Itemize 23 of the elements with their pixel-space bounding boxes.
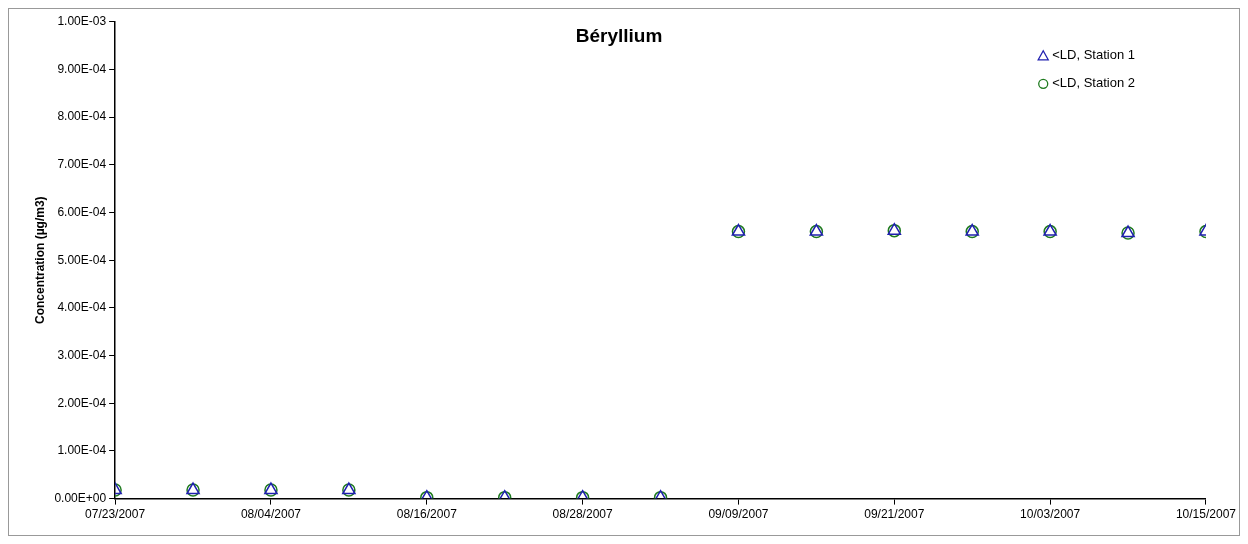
- y-tick-label: 1.00E-03: [57, 14, 107, 29]
- y-tick-label: 9.00E-04: [57, 61, 107, 76]
- x-tick-label: 08/16/2007: [396, 507, 458, 522]
- y-tick-label: 7.00E-04: [57, 157, 107, 172]
- chart-title: Béryllium: [575, 24, 663, 46]
- x-tick-label: 08/04/2007: [240, 507, 302, 522]
- y-tick-label: 3.00E-04: [57, 347, 107, 362]
- y-axis-title: Concentration (µg/m3): [32, 196, 47, 324]
- y-tick-label: 4.00E-04: [57, 300, 107, 315]
- y-tick-label: 1.00E-04: [57, 443, 107, 458]
- x-tick-label: 10/15/2007: [1175, 507, 1237, 522]
- x-tick-label: 10/03/2007: [1020, 507, 1081, 522]
- x-tick-label: 08/28/2007: [552, 507, 613, 522]
- x-tick-label: 09/21/2007: [864, 507, 925, 522]
- y-tick-label: 2.00E-04: [57, 395, 107, 410]
- legend-label: <LD, Station 1: [1052, 47, 1135, 63]
- y-tick-label: 5.00E-04: [57, 252, 107, 267]
- y-tick-label: 6.00E-04: [57, 204, 107, 219]
- x-tick-label: 07/23/2007: [85, 507, 146, 522]
- legend-label: <LD, Station 2: [1052, 75, 1135, 91]
- y-tick-label: 8.00E-04: [57, 109, 107, 124]
- x-tick-label: 09/09/2007: [708, 507, 769, 522]
- y-tick-label: 0.00E+00: [54, 490, 107, 505]
